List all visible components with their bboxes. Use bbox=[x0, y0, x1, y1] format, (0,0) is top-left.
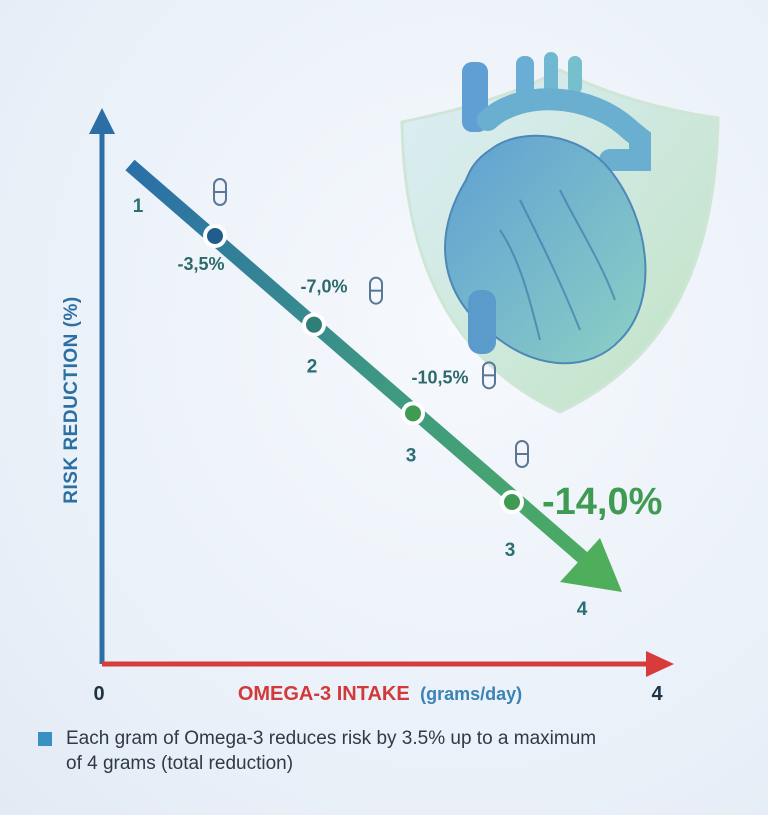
data-points: -3,5% -7,0% 2 -10,5% 3 -14,0% 3 bbox=[177, 224, 662, 561]
data-label-4: -14,0% bbox=[542, 481, 662, 523]
capsule-icon bbox=[515, 440, 529, 468]
data-label-3: -10,5% bbox=[411, 367, 468, 387]
capsule-icons bbox=[213, 178, 529, 468]
step-label-3: 3 bbox=[406, 445, 417, 466]
capsule-icon bbox=[213, 178, 227, 206]
data-point-2 bbox=[306, 316, 322, 333]
data-point-1 bbox=[207, 228, 223, 244]
capsule-icon bbox=[482, 361, 496, 390]
data-label-2: -7,0% bbox=[300, 277, 347, 297]
legend: Each gram of Omega-3 reduces risk by 3.5… bbox=[38, 726, 598, 776]
data-point-4 bbox=[504, 494, 520, 510]
step-label-4: 3 bbox=[505, 540, 516, 561]
legend-swatch bbox=[38, 732, 52, 746]
step-label-2: 2 bbox=[307, 357, 318, 378]
x-tick-0: 0 bbox=[93, 683, 104, 705]
y-axis-arrowhead bbox=[89, 108, 115, 134]
capsule-icon bbox=[369, 276, 383, 305]
x-axis-label: OMEGA-3 INTAKE (grams/day) bbox=[238, 683, 522, 705]
y-axis-label: RISK REDUCTION (%) bbox=[61, 296, 82, 503]
heart-shield-illustration bbox=[400, 52, 720, 414]
x-axis-arrowhead bbox=[646, 651, 674, 677]
data-point-3 bbox=[405, 405, 421, 422]
series-start-label: 1 bbox=[133, 196, 144, 217]
x-tick-4: 4 bbox=[651, 683, 663, 705]
series-arrowhead bbox=[560, 538, 622, 592]
heart-icon bbox=[444, 52, 651, 365]
arrow-end-label: 4 bbox=[577, 599, 588, 620]
x-axis-label-main: OMEGA-3 INTAKE bbox=[238, 683, 410, 705]
legend-text: Each gram of Omega-3 reduces risk by 3.5… bbox=[66, 728, 597, 774]
x-axis-label-unit: (grams/day) bbox=[420, 684, 522, 704]
data-label-1: -3,5% bbox=[177, 254, 224, 274]
